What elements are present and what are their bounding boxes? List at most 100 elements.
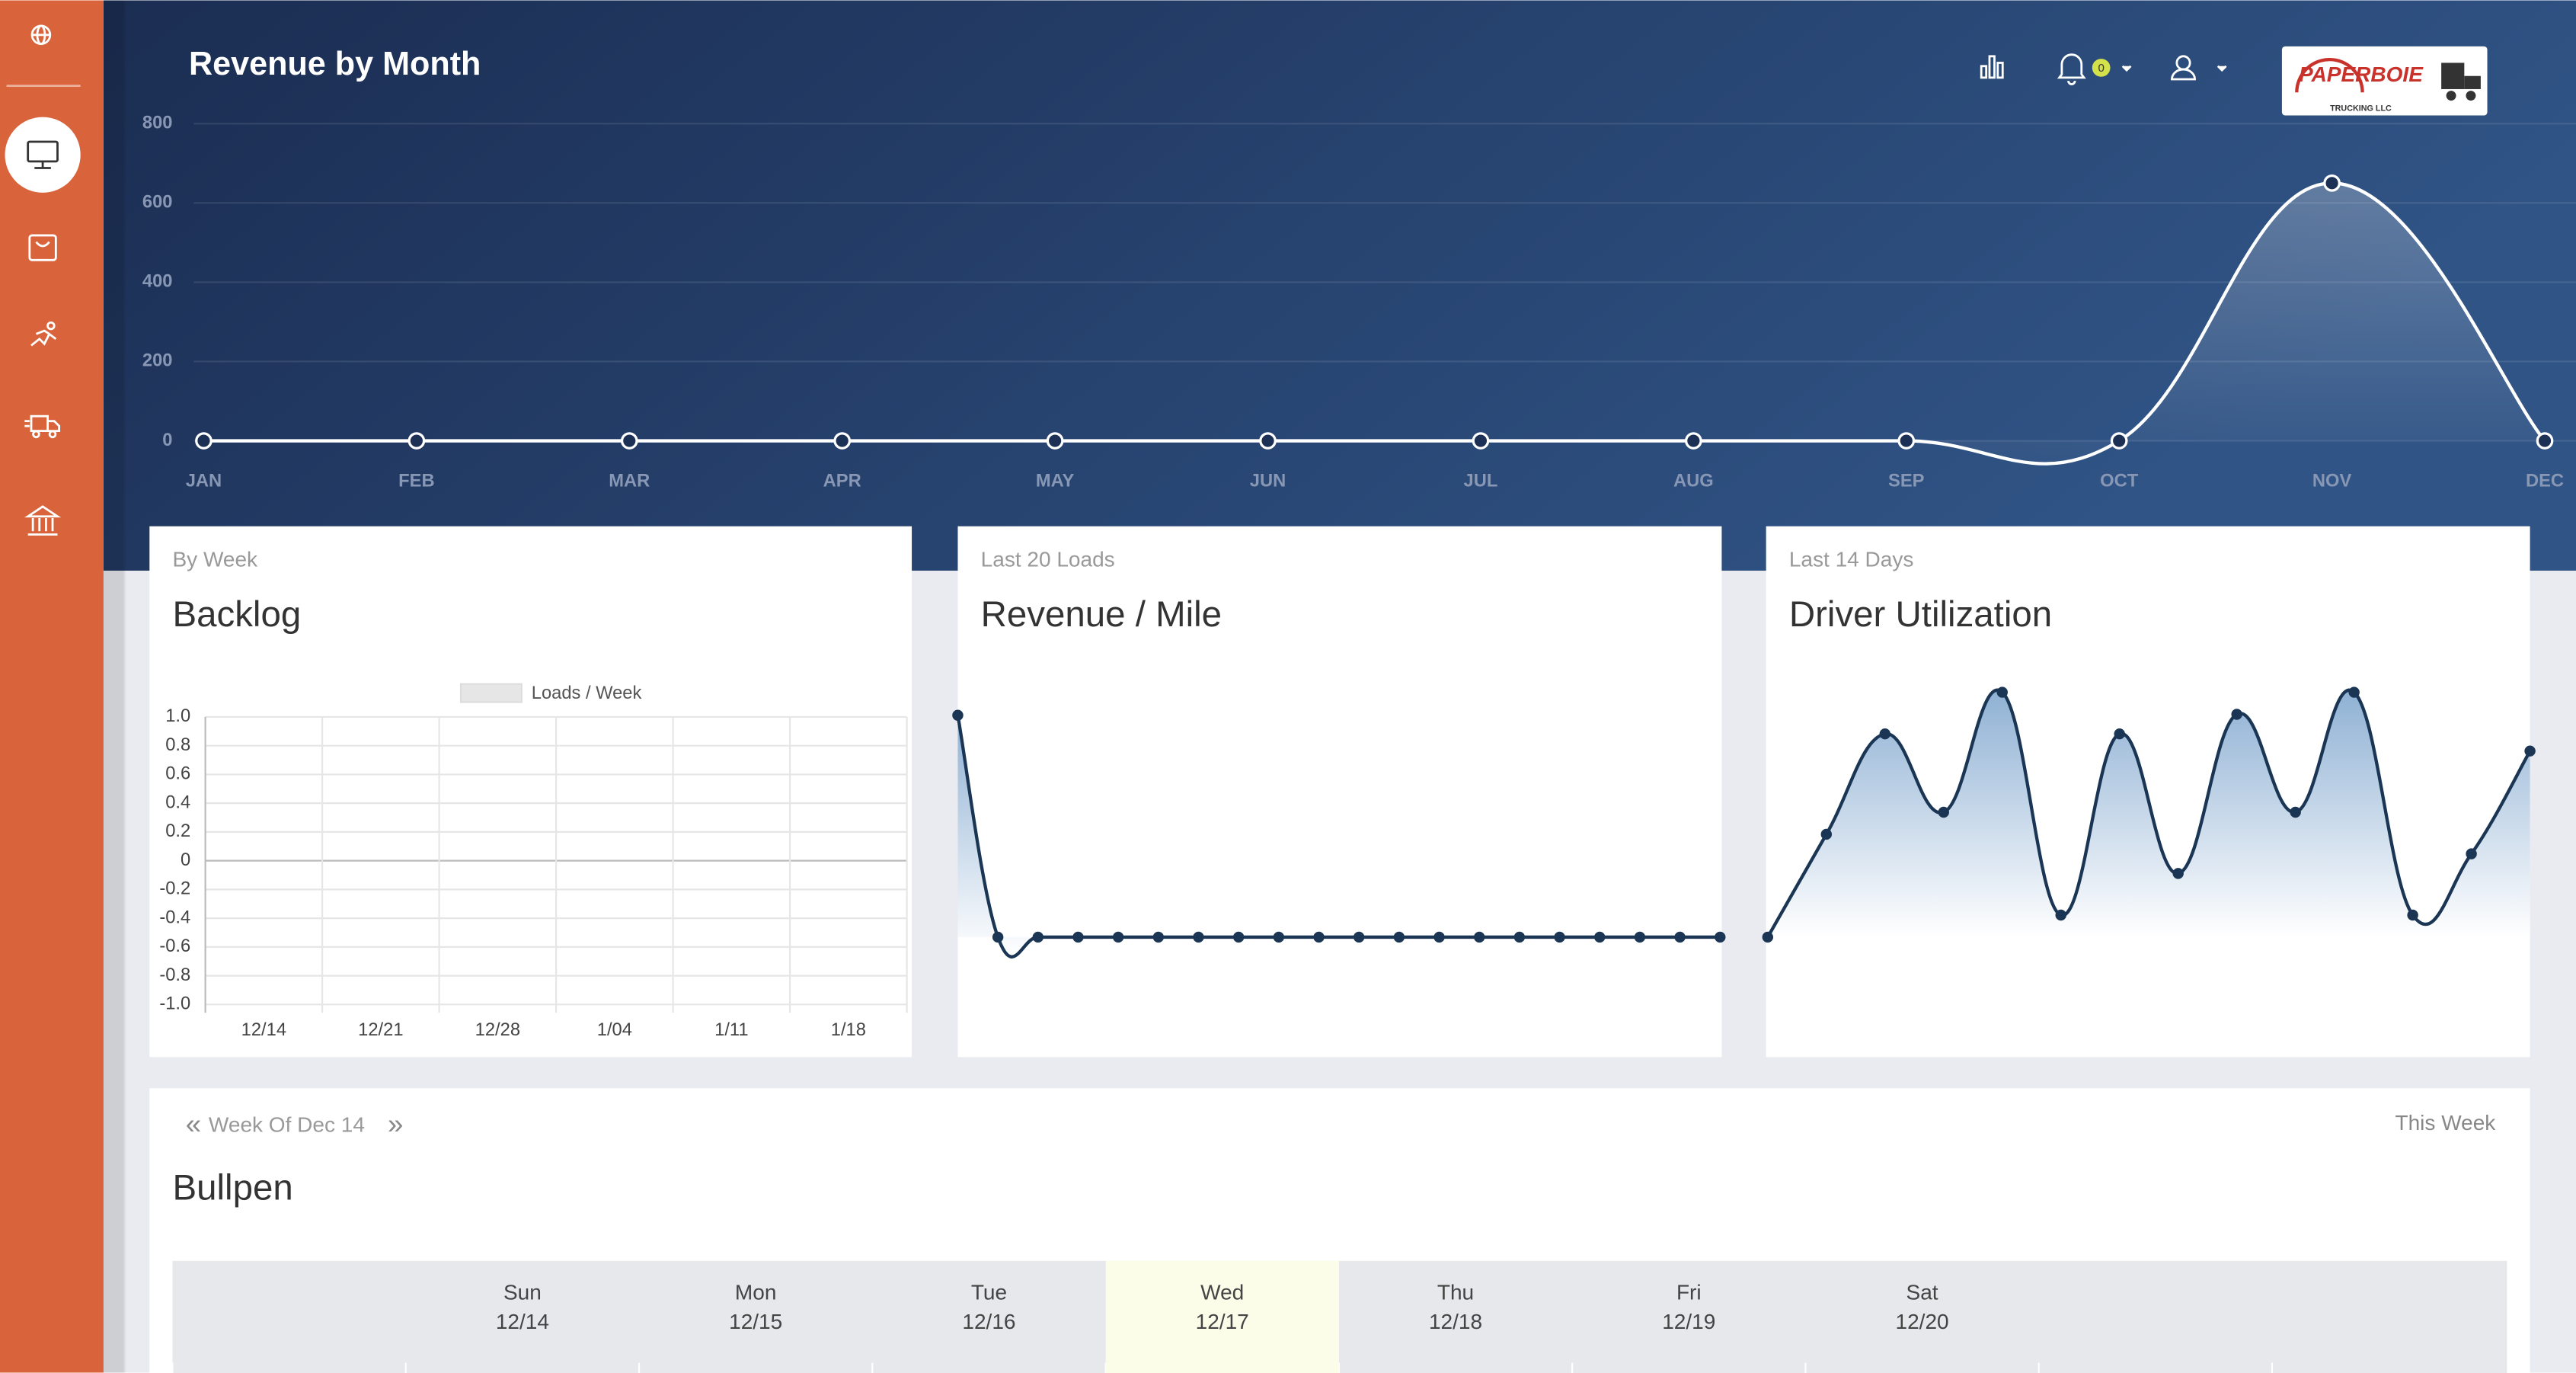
day-date: 12/19 (1662, 1310, 1715, 1333)
charts: Revenue by Month 0 200 400 600 800 JAN FEB MAR AP… (142, 46, 2576, 1040)
x-tick-label: APR (823, 472, 861, 491)
y-tick-label: 0 (181, 850, 190, 870)
card (957, 526, 1722, 1058)
x-tick-label: 1/11 (714, 1020, 748, 1040)
bullpen-header (172, 1260, 2507, 1373)
drivers-icon[interactable] (30, 321, 57, 347)
header-icons (1980, 53, 2227, 85)
logo-wheel (2466, 91, 2476, 101)
notifications[interactable] (2057, 53, 2132, 85)
point (2466, 848, 2477, 859)
logo-truck-cab (2464, 75, 2481, 89)
point (992, 931, 1004, 943)
card-subtitle: Last 20 Loads (981, 547, 1115, 571)
header-band (103, 0, 2576, 571)
dashboard-icon[interactable] (27, 140, 59, 169)
point (2114, 728, 2125, 740)
card-title: Backlog (172, 594, 301, 635)
point (1513, 931, 1526, 943)
point (1273, 931, 1285, 943)
chart-title: Revenue by Month (189, 46, 481, 82)
sidebar-icons (5, 24, 81, 536)
point (2348, 686, 2360, 698)
day-date: 12/20 (1896, 1310, 1949, 1333)
day-date: 12/18 (1429, 1310, 1482, 1333)
x-tick-label: AUG (1673, 472, 1714, 491)
logo-tagline: TRUCKING LLC (2330, 104, 2392, 114)
point (1938, 806, 1949, 818)
point (952, 709, 964, 721)
active-item[interactable] (5, 117, 81, 193)
x-tick-label: 1/04 (597, 1020, 632, 1040)
card-subtitle: Last 14 Days (1789, 547, 1914, 571)
line (1766, 688, 2532, 938)
point (2231, 709, 2242, 720)
this-week[interactable]: This Week (2395, 1111, 2496, 1135)
orders-icon[interactable] (28, 234, 57, 261)
stats-icon[interactable] (1980, 55, 2004, 79)
point (2524, 745, 2536, 757)
logo-wheel (2446, 91, 2456, 101)
point (620, 432, 638, 450)
point (833, 432, 852, 450)
x-tick-label: FEB (398, 472, 434, 491)
user-menu[interactable] (2171, 55, 2227, 81)
legend-label: Loads / Week (532, 683, 642, 703)
x-tick-label: MAR (609, 472, 650, 491)
point (1259, 432, 1277, 450)
logo[interactable]: PAPERBOIE TRUCKING LLC (2281, 46, 2488, 116)
y-tick-label: -0.4 (159, 907, 190, 927)
y-tick-label: -1.0 (159, 994, 190, 1014)
y-tick-label: 0.8 (165, 735, 190, 755)
bullpen-title: Bullpen (172, 1168, 292, 1208)
x-tick-label: 12/14 (241, 1020, 286, 1040)
point (1473, 931, 1485, 943)
day-name: Mon (735, 1280, 776, 1304)
area (203, 183, 2546, 464)
y-tick-label: 1.0 (165, 706, 190, 726)
point (2055, 909, 2066, 921)
y-tick-label: 0 (162, 430, 172, 450)
point (1032, 931, 1044, 943)
bullpen-days: Sun 12/14 Mon 12/15 Tue 12/16 Wed 12/17 Thu 12/18… (171, 1260, 2274, 1373)
x-tick-label: JUN (1250, 472, 1286, 491)
y-tick-label: 600 (142, 193, 173, 213)
x-tick-label: NOV (2312, 472, 2352, 491)
point (1472, 432, 1490, 450)
card-title: Driver Utilization (1789, 594, 2052, 635)
point (1554, 931, 1565, 943)
day-date: 12/14 (496, 1310, 549, 1333)
week-label: Week Of Dec 14 (209, 1112, 365, 1136)
point (1897, 432, 1916, 450)
point (1879, 728, 1891, 740)
bank-icon[interactable] (24, 505, 62, 536)
y-tick-label: -0.8 (159, 965, 190, 985)
next-week[interactable]: » (388, 1109, 403, 1140)
day-name: Thu (1437, 1280, 1474, 1304)
point (2290, 806, 2301, 818)
x-tick-label: JAN (186, 472, 222, 491)
x-tick-label: 1/18 (831, 1020, 866, 1040)
point (2536, 432, 2554, 450)
point (1685, 432, 1702, 450)
trucks-icon[interactable] (24, 414, 61, 439)
y-tick-label: 200 (142, 351, 173, 371)
day-name: Wed (1200, 1280, 1244, 1304)
sidebar-shadow (103, 0, 127, 1373)
point (1193, 931, 1204, 943)
point (2110, 432, 2128, 450)
day-date: 12/16 (962, 1310, 1015, 1333)
point (1996, 686, 2008, 698)
area (1767, 690, 2530, 937)
point (1433, 931, 1445, 943)
point (1820, 828, 1833, 840)
point (1715, 931, 1726, 943)
prev-week[interactable]: « (186, 1109, 201, 1140)
y-tick-label: 400 (142, 272, 173, 292)
y-tick-label: -0.2 (159, 879, 190, 899)
globe-icon[interactable] (30, 24, 52, 46)
legend-swatch (459, 683, 523, 703)
y-tick-label: 0.2 (165, 821, 190, 841)
day-date: 12/15 (729, 1310, 782, 1333)
